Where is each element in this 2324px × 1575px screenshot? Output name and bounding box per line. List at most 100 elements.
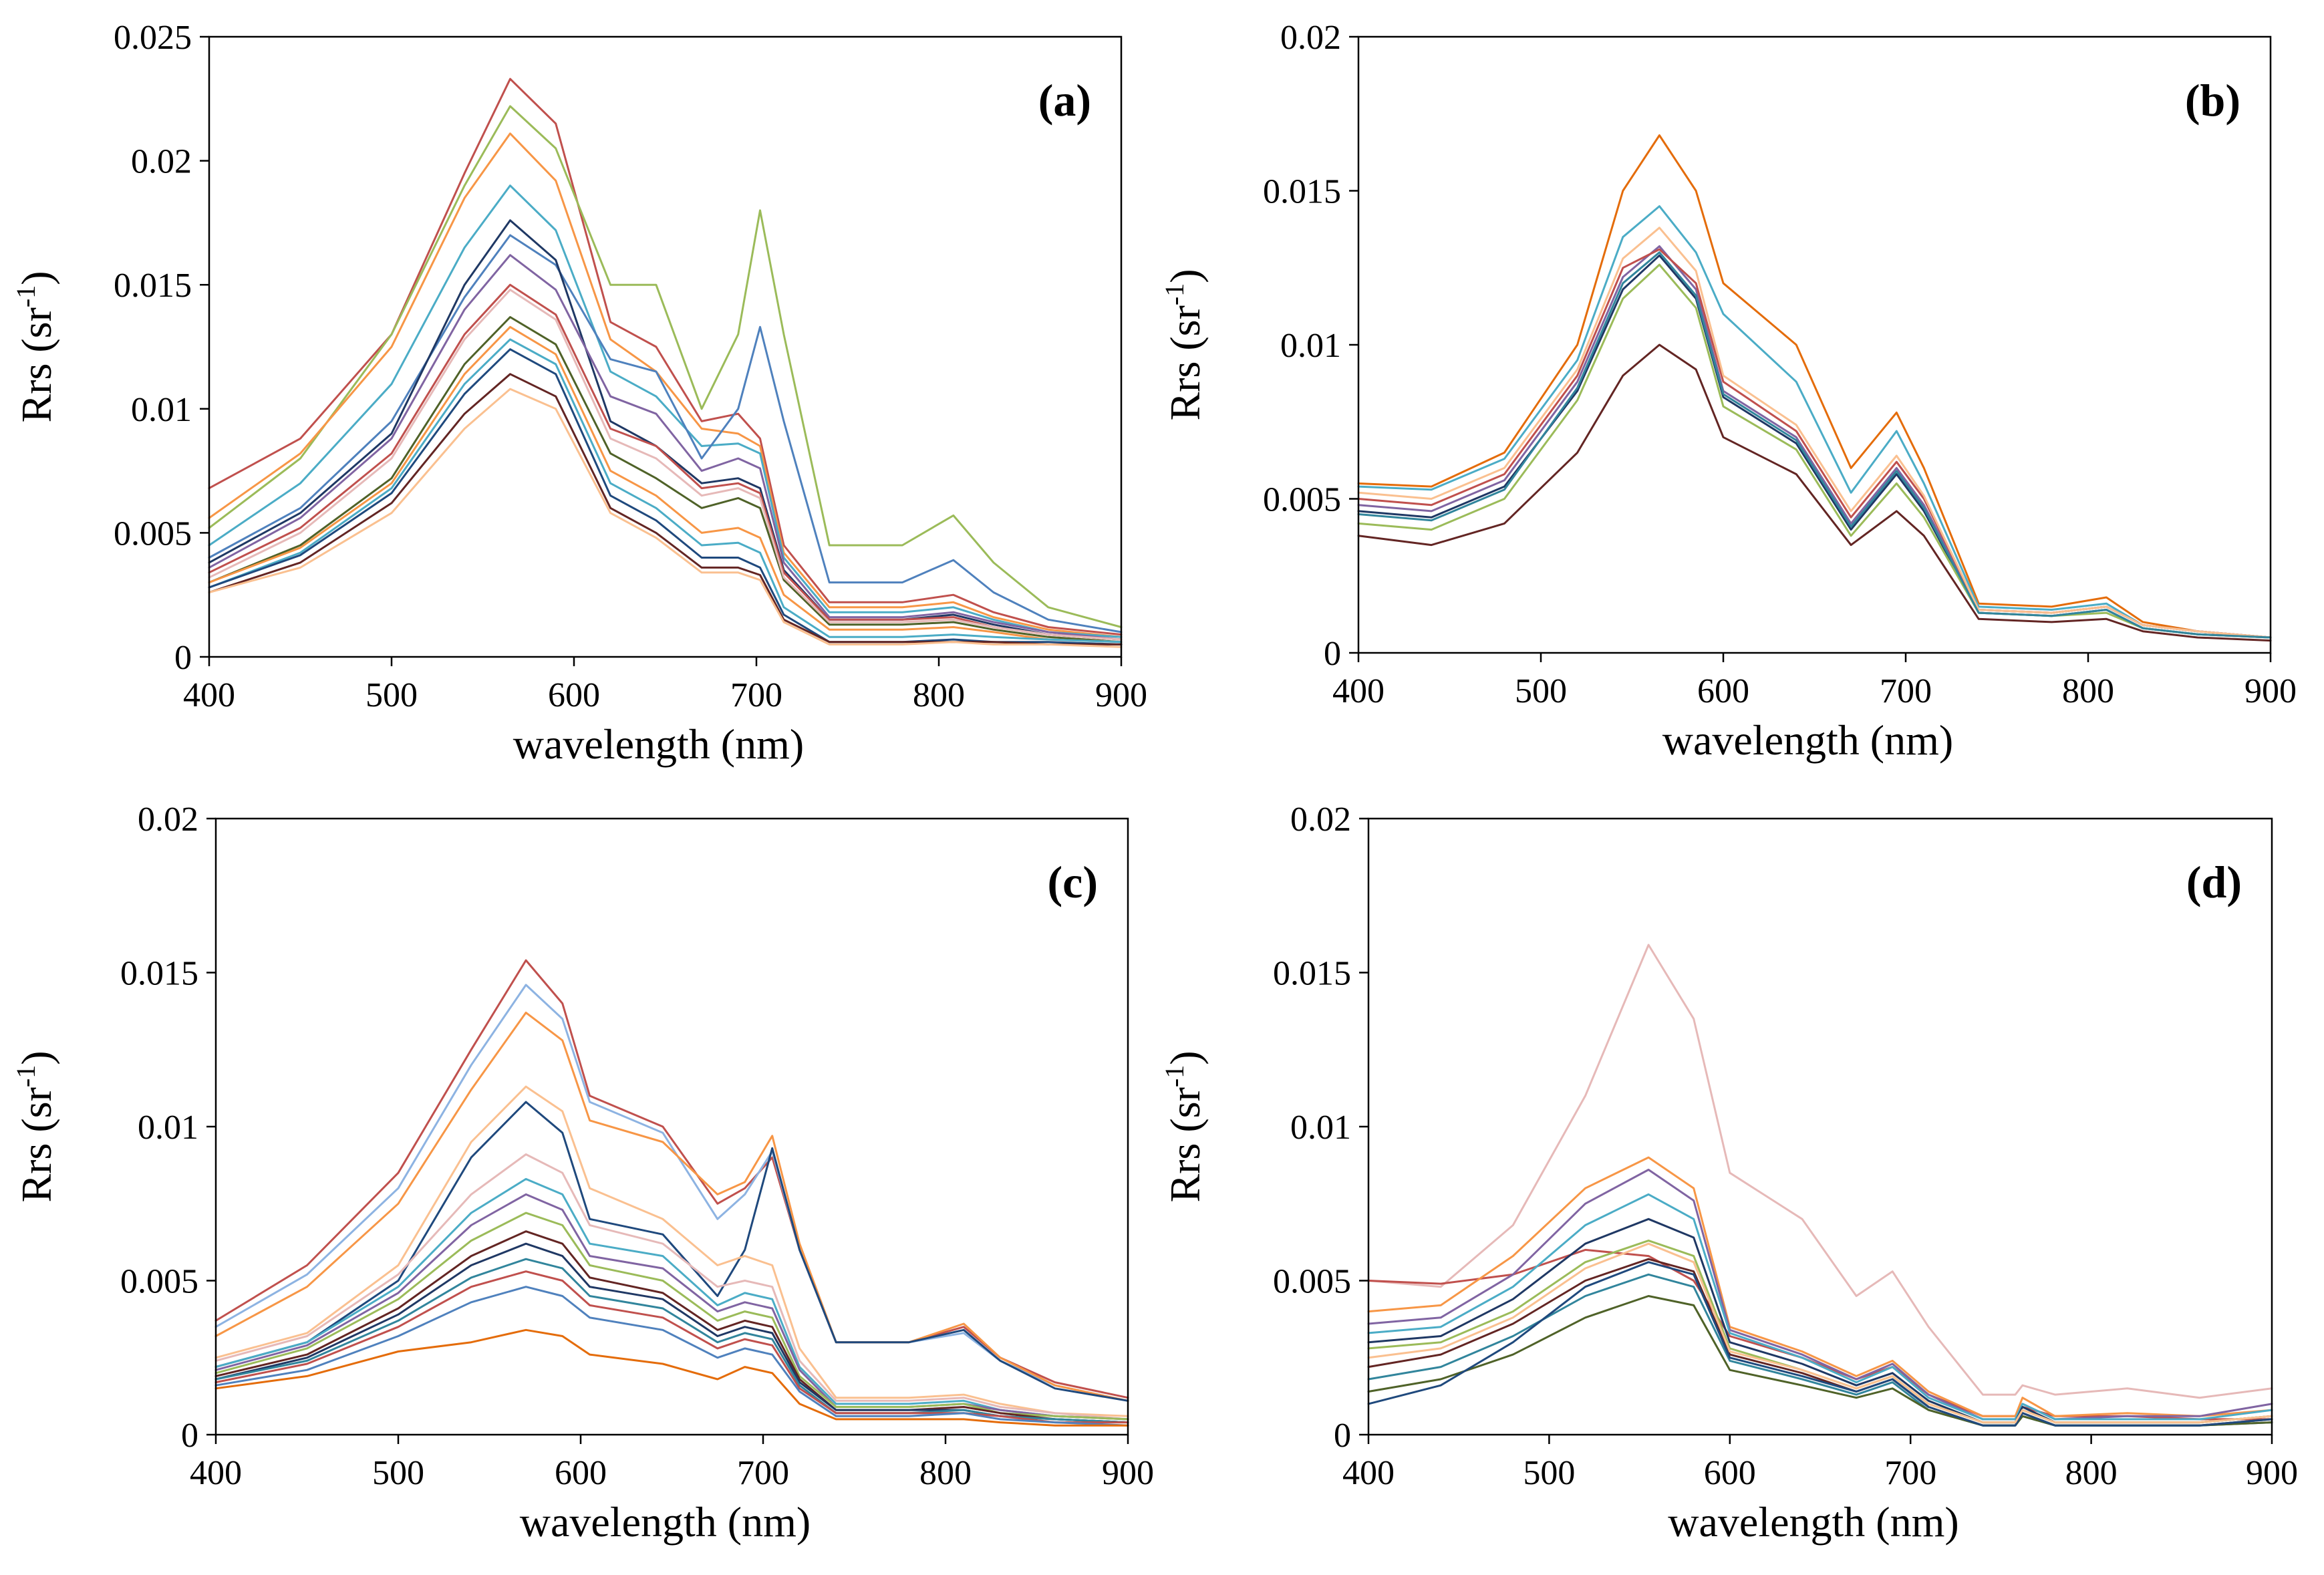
- x-tick-label: 600: [1697, 672, 1749, 710]
- y-axis-title: Rrs (sr-1): [1159, 269, 1209, 420]
- series-line-a6: [208, 219, 1123, 641]
- panel-label: (d): [2186, 857, 2242, 907]
- plot-area-frame: [208, 35, 1123, 658]
- plot-area-frame: [1357, 35, 2272, 654]
- series-line-a15: [208, 289, 1123, 641]
- x-tick-label: 700: [1880, 672, 1932, 710]
- y-tick-label: 0: [174, 639, 192, 677]
- y-tick-label: 0.015: [120, 955, 198, 993]
- y-tick-label: 0.01: [138, 1109, 198, 1147]
- series-line-c9: [214, 1211, 1129, 1421]
- series-line-d11: [1367, 1261, 2273, 1427]
- series-line-a11: [208, 338, 1123, 643]
- series-line-c13: [214, 1270, 1129, 1424]
- y-tick-label: 0.005: [1263, 481, 1341, 519]
- y-tick-label: 0.01: [131, 391, 192, 429]
- y-axis-title-close: ): [13, 1050, 60, 1064]
- y-tick-label: 0.015: [1273, 955, 1351, 993]
- x-tick-label: 500: [1515, 672, 1567, 710]
- series-line-a14: [208, 388, 1123, 648]
- y-axis-title-main: Rrs (sr: [1161, 1087, 1209, 1202]
- series-line-a9: [208, 316, 1123, 643]
- plot-area-frame: [1367, 817, 2273, 1436]
- x-tick-label: 500: [1523, 1454, 1575, 1492]
- y-axis-title-close: ): [1161, 1050, 1209, 1064]
- series-line-a8: [208, 283, 1123, 641]
- y-tick-label: 0.005: [1273, 1263, 1351, 1301]
- x-tick-label: 900: [1102, 1454, 1154, 1492]
- series-line-a12: [208, 348, 1123, 646]
- x-tick-label: 900: [2244, 672, 2297, 710]
- x-tick-label: 400: [1332, 672, 1385, 710]
- x-axis-title: wavelength (nm): [520, 1498, 811, 1546]
- series-line-a5: [208, 234, 1123, 633]
- series-line-b9: [1357, 251, 2272, 639]
- y-axis-title-superscript: -1: [1159, 283, 1189, 305]
- x-tick-label: 800: [913, 676, 965, 714]
- y-tick-label: 0.01: [1280, 327, 1341, 365]
- chart-panel-a: 400 500 600 700 800 900 0 0.005 0.01 0.015 0.02 0.0…: [11, 19, 1147, 768]
- series-line-c8: [214, 1193, 1129, 1421]
- series-line-c3: [214, 1011, 1129, 1402]
- chart-panel-b: 400 500 600 700 800 900 0 0.005 0.01 0.015 0.02 wav…: [1159, 19, 2297, 764]
- series-line-b3: [1357, 245, 2272, 639]
- series-line-d8: [1367, 1258, 2273, 1427]
- y-axis-title: Rrs (sr-1): [11, 271, 60, 422]
- series-line-c1: [214, 959, 1129, 1399]
- y-tick-label: 0: [1334, 1417, 1351, 1455]
- series-lines: [1367, 944, 2273, 1427]
- y-tick-label: 0.02: [131, 143, 192, 181]
- series-line-c14: [214, 1286, 1129, 1427]
- y-axis-title-superscript: -1: [11, 285, 41, 307]
- y-axis-title: Rrs (sr-1): [11, 1050, 60, 1202]
- y-tick-label: 0.02: [138, 801, 198, 839]
- series-line-a1: [208, 78, 1123, 636]
- series-line-c12: [214, 1258, 1129, 1424]
- y-tick-label: 0.015: [1263, 173, 1341, 211]
- series-line-a10: [208, 325, 1123, 643]
- series-line-d7: [1367, 1240, 2273, 1424]
- x-tick-label: 900: [2246, 1454, 2298, 1492]
- panel-label: (c): [1048, 857, 1098, 907]
- panel-label: (a): [1038, 75, 1091, 126]
- y-axis-title-close: ): [13, 271, 60, 285]
- x-tick-label: 900: [1095, 676, 1147, 714]
- series-line-c11: [214, 1242, 1129, 1424]
- y-tick-label: 0.005: [114, 515, 192, 553]
- x-tick-label: 400: [183, 676, 235, 714]
- series-line-b2: [1357, 205, 2272, 639]
- series-line-d1: [1367, 944, 2273, 1399]
- series-line-c2: [214, 984, 1129, 1402]
- series-line-a7: [208, 254, 1123, 641]
- series-line-a3: [208, 132, 1123, 638]
- series-line-a4: [208, 184, 1123, 638]
- x-tick-label: 800: [2062, 672, 2114, 710]
- y-tick-label: 0.015: [114, 267, 192, 305]
- x-tick-label: 700: [730, 676, 782, 714]
- x-axis-title: wavelength (nm): [1662, 716, 1953, 764]
- plot-area-frame: [214, 817, 1129, 1436]
- x-axis-title: wavelength (nm): [1668, 1498, 1958, 1546]
- x-tick-label: 500: [366, 676, 418, 714]
- series-line-c4: [214, 1101, 1129, 1402]
- x-tick-label: 700: [1884, 1454, 1936, 1492]
- y-axis-title: Rrs (sr-1): [1159, 1050, 1209, 1202]
- series-line-d3: [1367, 1156, 2273, 1417]
- series-line-d9: [1367, 1273, 2273, 1427]
- y-axis-title-superscript: -1: [11, 1065, 41, 1087]
- series-line-b1: [1357, 134, 2272, 639]
- x-tick-label: 800: [919, 1454, 972, 1492]
- x-tick-label: 700: [737, 1454, 789, 1492]
- series-line-a2: [208, 105, 1123, 628]
- panel-label: (b): [2185, 75, 2240, 126]
- y-axis-title-superscript: -1: [1159, 1065, 1189, 1087]
- y-tick-label: 0.02: [1280, 19, 1341, 57]
- series-lines: [1357, 134, 2272, 642]
- y-tick-label: 0.005: [120, 1263, 198, 1301]
- series-lines: [214, 959, 1129, 1427]
- y-tick-label: 0.02: [1290, 801, 1351, 839]
- x-tick-label: 600: [1704, 1454, 1756, 1492]
- series-line-b4: [1357, 254, 2272, 639]
- series-lines: [208, 78, 1123, 648]
